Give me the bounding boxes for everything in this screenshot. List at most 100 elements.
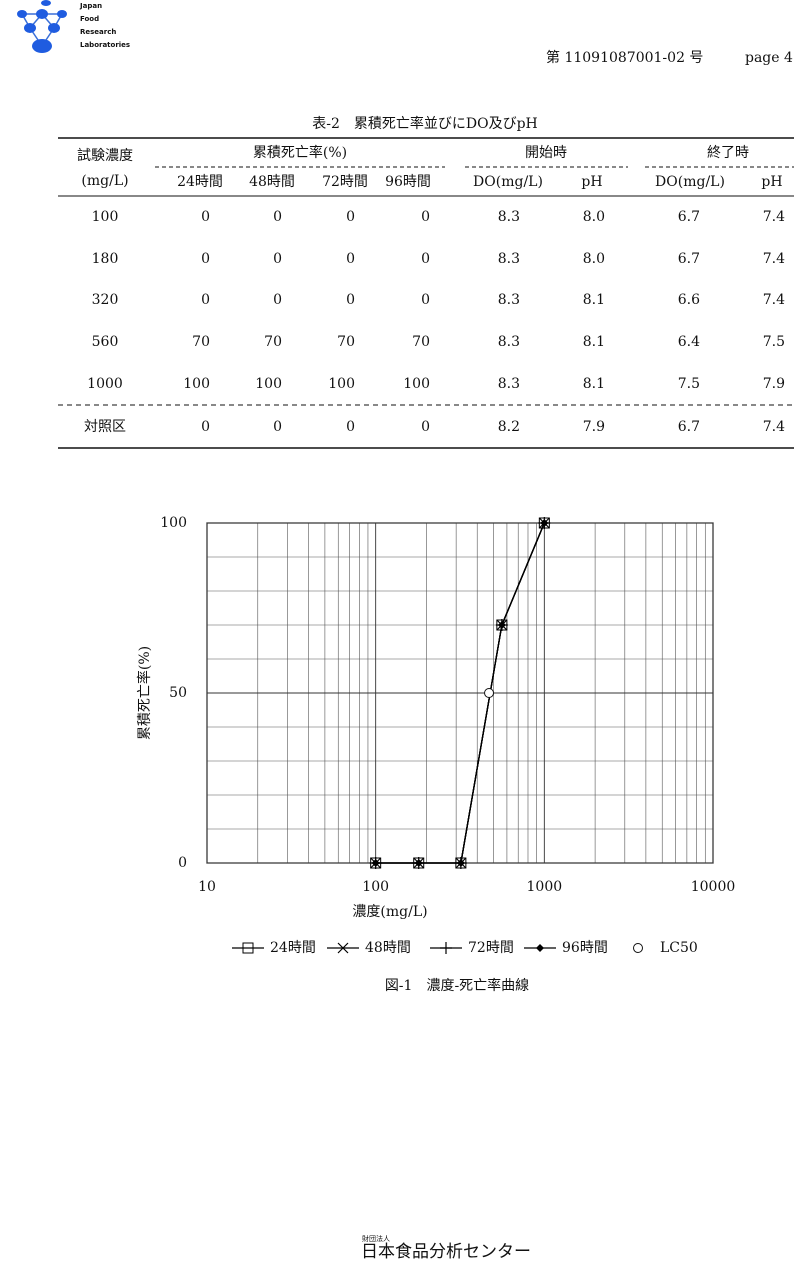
legend-label: LC50 [660,940,698,956]
table-cell: 100 [328,376,355,392]
table-cell: 0 [346,419,355,435]
marker-circle [633,943,643,953]
logo-text: Research [80,28,116,36]
table-header: 72時間 [322,174,368,190]
table-cell: 8.1 [583,334,605,350]
table-cell: 0 [201,251,210,267]
table-cell: 6.6 [678,292,700,308]
table-header: DO(mg/L) [473,174,543,190]
figure-caption: 図-1 濃度-死亡率曲線 [385,977,529,994]
table-cell: 70 [264,334,282,350]
marker-x [337,942,349,954]
x-axis-title: 濃度(mg/L) [352,904,427,920]
legend-label: 48時間 [365,940,411,956]
doc-number: 第 11091087001-02 号 [546,49,703,66]
table-cell: 0 [346,292,355,308]
marker-diamond [414,859,423,867]
table-cell: 8.1 [583,376,605,392]
logo-text: Laboratories [80,41,130,49]
table-cell: 6.4 [678,334,700,350]
table-cell: 70 [412,334,430,350]
table-cell: 8.3 [498,209,520,225]
x-tick-label: 10000 [691,879,736,895]
table-cell: 7.9 [583,419,605,435]
table-cell: 320 [92,292,119,308]
y-tick-label: 50 [169,685,187,701]
legend-label: 96時間 [562,940,608,956]
table-header: DO(mg/L) [655,174,725,190]
table-cell: 0 [421,251,430,267]
table-cell: 0 [346,209,355,225]
marker-diamond [371,859,380,867]
table-cell: 7.4 [763,209,785,225]
x-tick-label: 1000 [527,879,563,895]
logo-text: Japan [79,2,102,10]
marker-diamond [497,621,506,629]
table-cell: 1000 [87,376,123,392]
table-cell: 100 [92,209,119,225]
table-cell: 70 [192,334,210,350]
table-cell: 560 [92,334,119,350]
table-cell: 6.7 [678,251,700,267]
table-header: 開始時 [525,145,567,161]
logo: Japan Food Research Laboratories [17,0,130,53]
table-cell: 7.4 [763,292,785,308]
table-cell: 対照区 [84,419,126,435]
marker-plus [440,942,452,954]
table-header: 終了時 [707,145,749,161]
table-header: pH [761,174,782,190]
table-cell: 180 [92,251,119,267]
table-cell: 0 [201,292,210,308]
y-axis-title: 累積死亡率(%) [136,646,153,740]
table-cell: 8.1 [583,292,605,308]
legend-label: 24時間 [270,940,316,956]
table-header: (mg/L) [81,173,128,189]
table-cell: 100 [403,376,430,392]
table-cell: 0 [421,292,430,308]
footer-org: 日本食品分析センター [361,1242,531,1262]
table-cell: 8.3 [498,334,520,350]
table-caption: 表-2 累積死亡率並びにDO及びpH [312,115,538,132]
y-tick-label: 100 [160,515,187,531]
table-cell: 0 [273,292,282,308]
table-cell: 0 [201,209,210,225]
table-cell: 8.0 [583,209,605,225]
table-header: 96時間 [385,174,431,190]
table-cell: 7.4 [763,251,785,267]
table-cell: 7.5 [763,334,785,350]
table-header: 24時間 [177,174,223,190]
table-cell: 7.9 [763,376,785,392]
table-cell: 8.0 [583,251,605,267]
table-header: 累積死亡率(%) [253,144,347,161]
table-cell: 0 [273,251,282,267]
table-cell: 7.4 [763,419,785,435]
table-cell: 0 [273,419,282,435]
logo-text: Food [80,15,99,23]
table-cell: 8.2 [498,419,520,435]
table-cell: 6.7 [678,209,700,225]
x-tick-label: 100 [362,879,389,895]
table-cell: 100 [255,376,282,392]
table-cell: 0 [273,209,282,225]
table-rules [58,137,794,449]
footer-org-type: 財団法人 [362,1234,390,1243]
table-cell: 0 [346,251,355,267]
table-cell: 0 [421,419,430,435]
marker-diamond [540,519,549,527]
x-tick-label: 10 [198,879,216,895]
table-cell: 0 [421,209,430,225]
table-cell: 6.7 [678,419,700,435]
table-cell: 100 [183,376,210,392]
legend-label: 72時間 [468,940,514,956]
table-header: pH [581,174,602,190]
table-cell: 8.3 [498,251,520,267]
table-cell: 70 [337,334,355,350]
marker-circle [484,688,495,698]
marker-diamond [456,859,465,867]
page-number: page 4 [745,50,793,66]
chart: 濃度(mg/L) 累積死亡率(%) 図-1 濃度-死亡率曲線 10 100 1000… [136,515,735,994]
y-tick-label: 0 [178,855,187,871]
